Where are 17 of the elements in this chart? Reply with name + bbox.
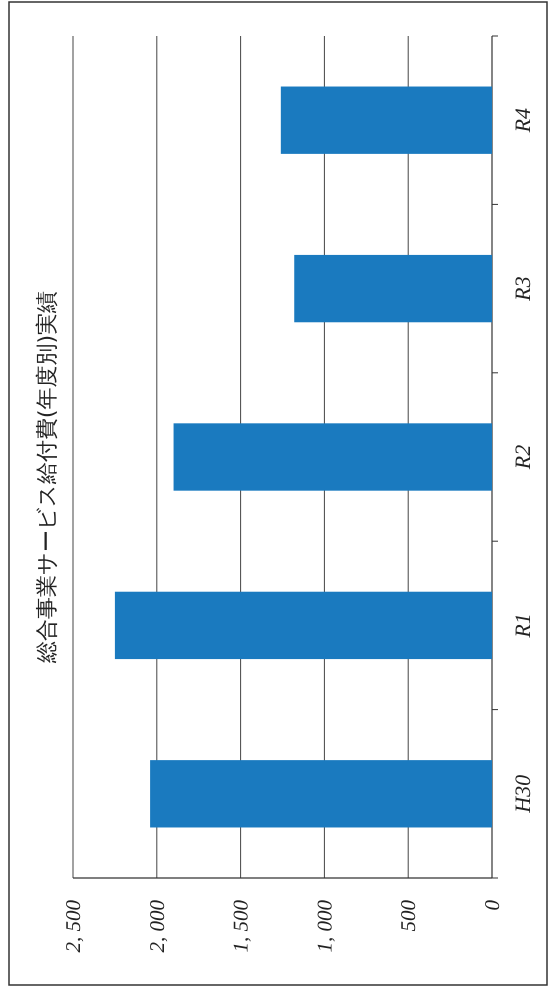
y-tick-label: R2 [510,444,535,470]
bar [150,760,492,828]
x-tick-label: 2, 500 [61,900,85,952]
x-tick-label: 0 [480,900,504,910]
bar [174,423,492,491]
x-tick-label: 500 [396,900,420,932]
bar [114,592,492,660]
x-tick-label: 1, 000 [312,900,336,952]
y-tick-label: H30 [510,774,535,814]
x-tick-label: 2, 000 [144,900,169,952]
bar [294,254,492,322]
x-tick-label: 1, 500 [228,900,253,952]
y-tick-label: R3 [510,276,535,302]
y-tick-label: R1 [510,613,535,639]
y-tick-label: R4 [510,108,535,134]
bar [280,86,492,154]
text: 総合事業サービス給付費(年度別)実績 [35,290,60,664]
